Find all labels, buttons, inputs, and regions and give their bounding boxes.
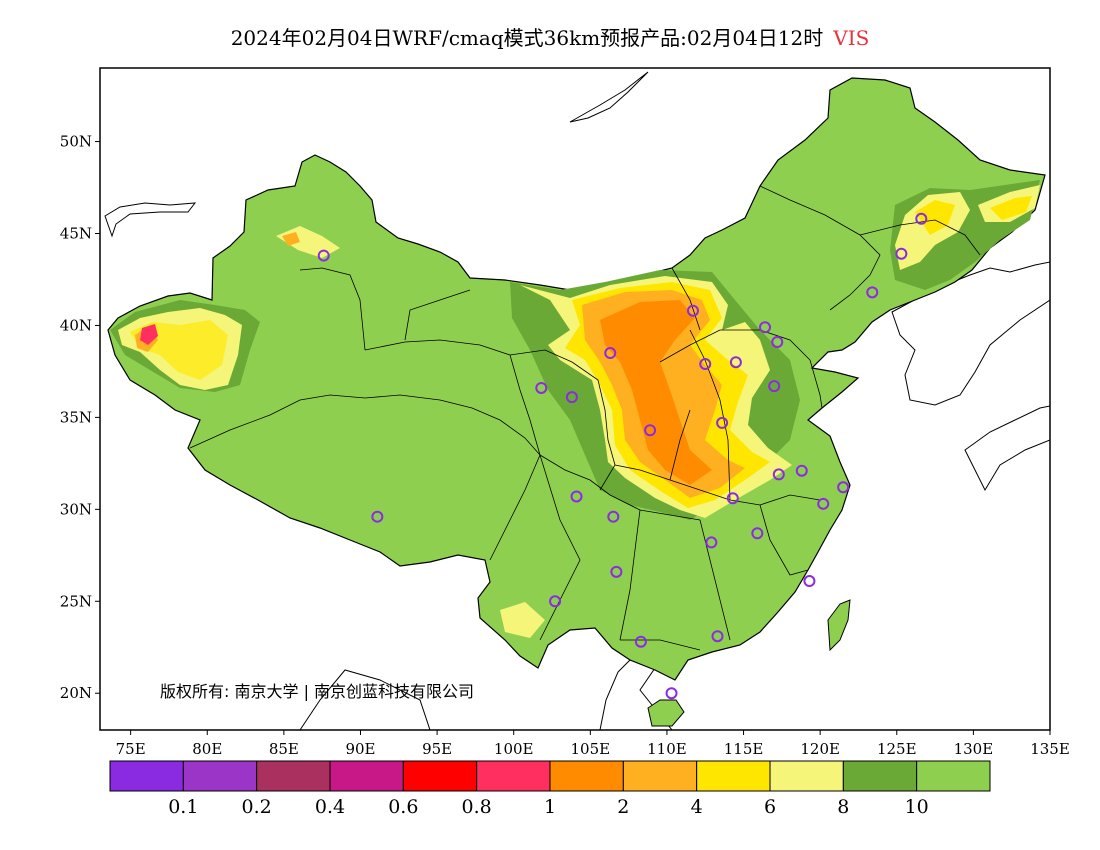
- lat-tick-label: 40N: [60, 316, 92, 334]
- station-marker: [665, 687, 678, 700]
- station-marker: [535, 381, 548, 394]
- station-marker: [570, 490, 583, 503]
- colorbar-segment: [622, 760, 698, 792]
- station-marker: [729, 356, 742, 369]
- copyright-text: 版权所有: 南京大学 | 南京创蓝科技有限公司: [160, 682, 474, 701]
- coastline-japan: [964, 405, 1050, 492]
- colorbar: 0.1 0.2 0.4 0.6 0.8 1 2 4 6 8 10: [109, 760, 991, 818]
- colorbar-segment: [476, 760, 551, 792]
- station-marker: [705, 536, 718, 549]
- coastline-korea: [891, 261, 1050, 406]
- station-marker: [895, 247, 908, 260]
- lat-tick-label: 50N: [60, 133, 92, 151]
- latitude-axis: 20N 25N 30N 35N 40N 45N 50N: [60, 133, 100, 702]
- station-marker: [610, 565, 623, 578]
- station-marker: [772, 468, 785, 481]
- station-marker: [644, 424, 657, 437]
- station-marker: [759, 321, 771, 334]
- colorbar-segment: [109, 760, 184, 792]
- colorbar-label: 8: [837, 796, 849, 818]
- colorbar-segment: [916, 760, 991, 792]
- zone-yellow-ne: [915, 200, 955, 235]
- lon-tick-label: 100E: [494, 740, 534, 758]
- station-marker: [317, 249, 330, 262]
- lon-tick-label: 135E: [1030, 740, 1070, 758]
- colorbar-label: 2: [617, 796, 629, 818]
- colorbar-label: 0.2: [242, 796, 272, 818]
- station-marker: [634, 635, 647, 648]
- colorbar-label: 4: [691, 796, 703, 818]
- province-boundaries: [189, 185, 981, 651]
- station-marker: [686, 304, 699, 317]
- station-marker: [915, 212, 928, 225]
- lon-tick-label: 95E: [422, 740, 452, 758]
- colorbar-segment: [696, 760, 771, 792]
- station-marker: [699, 358, 712, 371]
- station-marker: [751, 527, 764, 540]
- colorbar-segment: [402, 760, 478, 792]
- station-marker: [711, 630, 724, 643]
- station-marker: [726, 492, 739, 505]
- station-marker: [549, 595, 562, 608]
- lon-tick-label: 85E: [269, 740, 299, 758]
- lon-tick-label: 125E: [877, 740, 917, 758]
- lon-tick-label: 115E: [724, 740, 764, 758]
- title-main: 2024年02月04日WRF/cmaq模式36km预报产品:02月04日12时: [230, 26, 824, 50]
- lon-tick-label: 130E: [954, 740, 994, 758]
- map-title: 2024年02月04日WRF/cmaq模式36km预报产品:02月04日12时 V…: [0, 22, 1100, 51]
- station-marker: [604, 347, 617, 360]
- lat-tick-label: 35N: [60, 408, 92, 426]
- colorbar-label: 0.6: [388, 796, 418, 818]
- lat-tick-label: 20N: [60, 684, 92, 702]
- colorbar-segment: [842, 760, 918, 792]
- colorbar-label: 0.4: [315, 796, 345, 818]
- station-markers: [317, 212, 928, 700]
- hainan-island: [647, 699, 685, 727]
- zone-orange-spot2: [282, 232, 300, 246]
- colorbar-label: 10: [905, 796, 929, 818]
- colorbar-label: 1: [544, 796, 556, 818]
- station-marker: [607, 510, 620, 523]
- lat-tick-label: 25N: [60, 592, 92, 610]
- colorbar-segment: [256, 760, 331, 792]
- station-marker: [771, 335, 784, 348]
- lon-tick-label: 90E: [345, 740, 375, 758]
- station-marker: [866, 286, 879, 299]
- longitude-axis: 75E 80E 85E 90E 95E 100E 105E 110E 115E 120E 125E 1…: [116, 730, 1070, 758]
- station-marker: [837, 481, 850, 494]
- lon-tick-label: 110E: [647, 740, 687, 758]
- map-frame: [99, 67, 1051, 731]
- coastline-caspian: [104, 202, 197, 238]
- lat-tick-label: 30N: [60, 500, 92, 518]
- lon-tick-label: 80E: [192, 740, 222, 758]
- lon-tick-label: 75E: [116, 740, 146, 758]
- zone-orange-core: [600, 300, 712, 485]
- map-plot-area: [104, 71, 1050, 730]
- station-marker: [716, 416, 729, 429]
- colorbar-segment: [549, 760, 624, 792]
- lon-tick-label: 105E: [571, 740, 611, 758]
- station-marker: [565, 391, 578, 404]
- colorbar-segment: [329, 760, 404, 792]
- station-marker: [371, 510, 384, 523]
- station-marker: [768, 380, 781, 393]
- coastline-sea-south: [299, 669, 431, 730]
- station-marker: [817, 497, 830, 510]
- title-variable: VIS: [833, 26, 870, 50]
- zone-yellow-ne2: [990, 196, 1032, 220]
- station-marker: [803, 575, 816, 588]
- colorbar-segment: [769, 760, 844, 792]
- colorbar-label: 6: [764, 796, 776, 818]
- coastline-russia: [569, 71, 649, 123]
- colorbar-segment: [182, 760, 258, 792]
- lat-tick-label: 45N: [60, 225, 92, 243]
- station-marker: [795, 464, 808, 477]
- zone-pale-yellow-sw: [500, 602, 545, 638]
- colorbar-label: 0.8: [462, 796, 492, 818]
- lon-tick-label: 120E: [800, 740, 840, 758]
- colorbar-label: 0.1: [168, 796, 198, 818]
- taiwan-island: [827, 599, 851, 652]
- zone-orange-spot1: [140, 324, 158, 345]
